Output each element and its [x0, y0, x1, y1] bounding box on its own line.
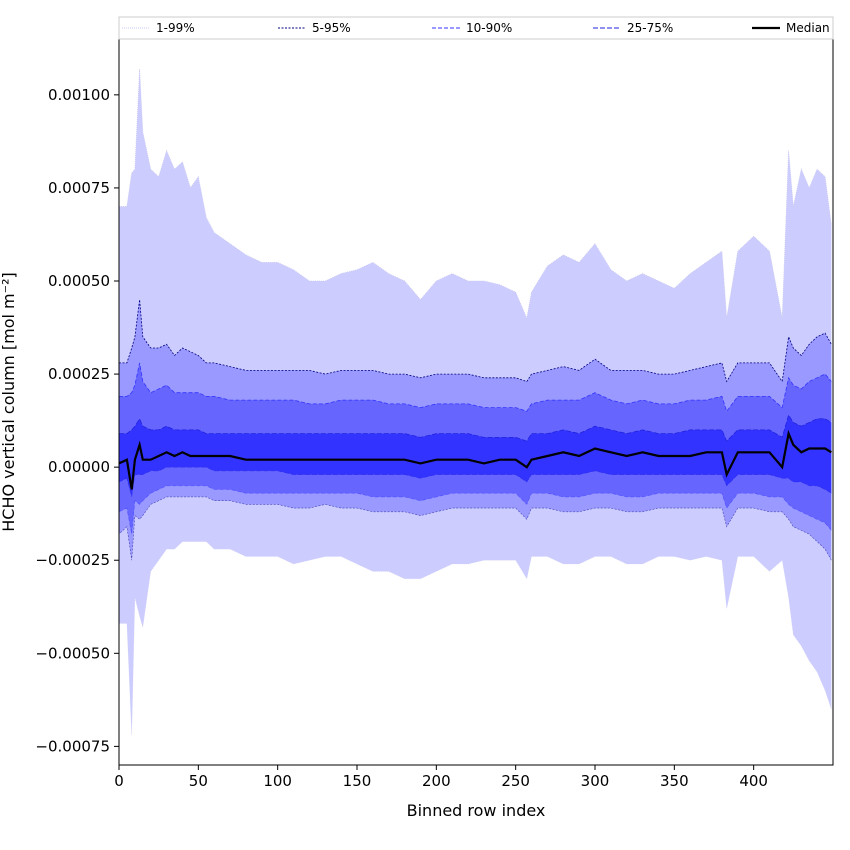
legend-label: 5-95% [312, 21, 351, 35]
legend-label: Median [786, 21, 830, 35]
legend-label: 25-75% [627, 21, 673, 35]
median-line [118, 429, 832, 490]
x-tick-label: 100 [263, 772, 292, 790]
x-tick-label: 300 [581, 772, 610, 790]
y-tick-label: 0.00100 [48, 86, 110, 104]
x-tick-label: 0 [114, 772, 124, 790]
x-tick-label: 150 [343, 772, 372, 790]
y-tick-label: −0.00075 [35, 737, 110, 755]
percentile-bands [119, 68, 832, 736]
lower-line-10-90% [118, 485, 832, 535]
legend: 1-99% 5-95% 10-90% 25-75% Median [118, 16, 834, 40]
y-tick-label: 0.00050 [48, 272, 110, 290]
y-tick-label: 0.00000 [48, 458, 110, 476]
x-tick-label: 200 [422, 772, 451, 790]
x-axis-label: Binned row index [407, 801, 546, 820]
legend-label: 1-99% [156, 21, 195, 35]
band-25-75% [119, 415, 832, 497]
y-tick-label: −0.00025 [35, 551, 110, 569]
upper-line-25-75% [119, 414, 832, 442]
upper-line-5-95% [119, 299, 832, 383]
lower-line-1-99% [119, 541, 832, 736]
y-tick-label: −0.00050 [35, 644, 110, 662]
upper-line-1-99% [119, 68, 832, 320]
lower-line-5-95% [118, 496, 832, 561]
x-tick-label: 50 [189, 772, 208, 790]
series-lines [118, 68, 832, 736]
upper-line-10-90% [119, 362, 832, 413]
lower-line-25-75% [118, 466, 832, 497]
y-axis-label: HCHO vertical column [mol m⁻²] [0, 272, 18, 531]
y-tick-label: 0.00025 [48, 365, 110, 383]
legend-box [118, 16, 834, 40]
y-tick-label: 0.00075 [48, 179, 110, 197]
x-tick-label: 350 [660, 772, 689, 790]
x-tick-label: 400 [739, 772, 768, 790]
x-tick-label: 250 [501, 772, 530, 790]
legend-label: 10-90% [466, 21, 512, 35]
